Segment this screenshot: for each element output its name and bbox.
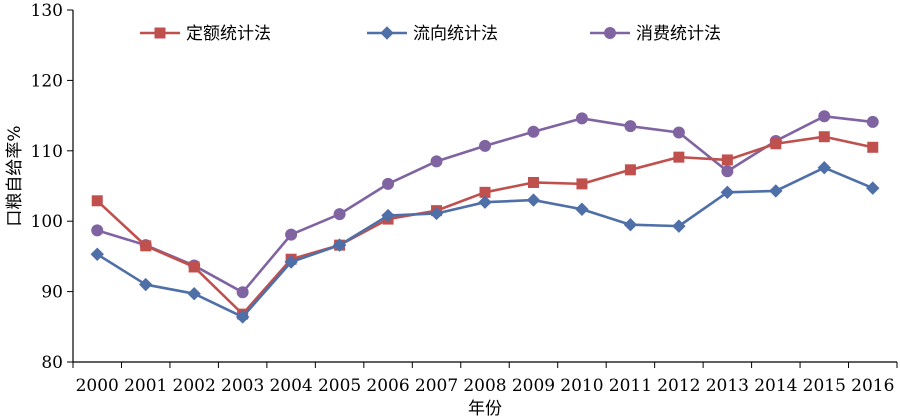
- x-tick-label: 2016: [851, 376, 894, 396]
- data-point: [720, 185, 735, 200]
- x-tick-label: 2002: [173, 376, 216, 396]
- data-point: [478, 195, 492, 209]
- data-point: [770, 138, 782, 150]
- series-diamond: [90, 160, 880, 324]
- data-point: [818, 131, 830, 143]
- series-square: [91, 131, 879, 320]
- x-tick-label: 2006: [366, 376, 409, 396]
- data-point: [624, 120, 637, 133]
- data-point: [624, 164, 636, 176]
- x-tick-label: 2012: [657, 376, 700, 396]
- legend-label: 流向统计法: [413, 24, 498, 44]
- data-point: [769, 184, 783, 198]
- data-point: [479, 139, 491, 152]
- data-point: [430, 155, 443, 168]
- legend-label: 定额统计法: [186, 24, 271, 44]
- legend-item: 流向统计法: [367, 24, 498, 44]
- y-tick-label: 130: [31, 1, 63, 21]
- data-point: [672, 126, 685, 139]
- data-point: [138, 277, 153, 292]
- data-point: [575, 112, 588, 125]
- legend-item: 消费统计法: [590, 24, 721, 44]
- x-tick-label: 2000: [76, 376, 119, 396]
- data-point: [382, 177, 395, 190]
- data-point: [721, 154, 733, 166]
- data-point: [332, 238, 347, 252]
- x-tick-label: 2015: [803, 376, 846, 396]
- x-tick-label: 2013: [706, 376, 749, 396]
- data-point: [673, 151, 685, 163]
- data-point: [333, 208, 346, 221]
- data-point: [187, 287, 201, 301]
- data-point: [575, 202, 589, 216]
- y-tick-label: 100: [31, 212, 63, 232]
- series-line: [96, 135, 874, 316]
- data-point: [91, 195, 103, 207]
- legend-marker: [380, 26, 394, 40]
- y-axis-title: 口粮自给率%: [5, 125, 25, 226]
- x-axis-title: 年份: [468, 399, 502, 419]
- x-tick-label: 2001: [124, 376, 167, 396]
- legend-item: 定额统计法: [140, 24, 271, 44]
- x-tick-label: 2007: [415, 376, 458, 396]
- data-point: [867, 141, 879, 153]
- series-layer: [90, 110, 880, 324]
- data-point: [188, 261, 200, 273]
- data-point: [527, 176, 539, 188]
- data-point: [866, 115, 879, 128]
- data-point: [623, 218, 638, 232]
- data-point: [817, 160, 832, 175]
- data-point: [90, 247, 104, 261]
- legend-label: 消费统计法: [636, 24, 721, 44]
- data-point: [235, 310, 250, 324]
- y-tick-label: 80: [41, 353, 63, 373]
- x-tick-labels: 2000 2001 2002 2003 2004 2005 2006 2007 2008 2009…: [76, 376, 895, 396]
- data-point: [576, 178, 588, 190]
- x-tick-label: 2003: [221, 376, 264, 396]
- data-point: [818, 110, 831, 123]
- x-tick-label: 2009: [512, 376, 555, 396]
- x-tick-label: 2008: [463, 376, 506, 396]
- x-tick-label: 2010: [560, 376, 603, 396]
- data-point: [140, 240, 152, 252]
- data-point: [91, 224, 104, 237]
- data-point: [527, 125, 540, 138]
- legend-marker: [604, 27, 616, 39]
- x-tick-label: 2004: [269, 376, 312, 396]
- data-point: [429, 206, 444, 221]
- x-tick-label: 2014: [754, 376, 797, 396]
- legend: 定额统计法 流向统计法 消费统计法: [140, 24, 721, 44]
- y-tick-label: 110: [31, 142, 63, 162]
- data-point: [721, 165, 734, 178]
- data-point: [236, 286, 249, 299]
- data-point: [672, 219, 686, 233]
- data-point: [526, 193, 541, 207]
- data-point: [866, 181, 880, 195]
- y-tick-label: 90: [41, 283, 63, 303]
- x-tick-label: 2011: [609, 376, 652, 396]
- legend-marker: [154, 27, 166, 39]
- data-point: [284, 255, 298, 269]
- axes: [72, 10, 897, 363]
- y-tick-label: 120: [31, 71, 63, 91]
- y-tick-labels: 80 90 100 110 120 130: [31, 1, 63, 373]
- tick-marks: [67, 9, 898, 368]
- data-point: [381, 208, 395, 223]
- x-tick-label: 2005: [318, 376, 361, 396]
- data-point: [285, 228, 298, 241]
